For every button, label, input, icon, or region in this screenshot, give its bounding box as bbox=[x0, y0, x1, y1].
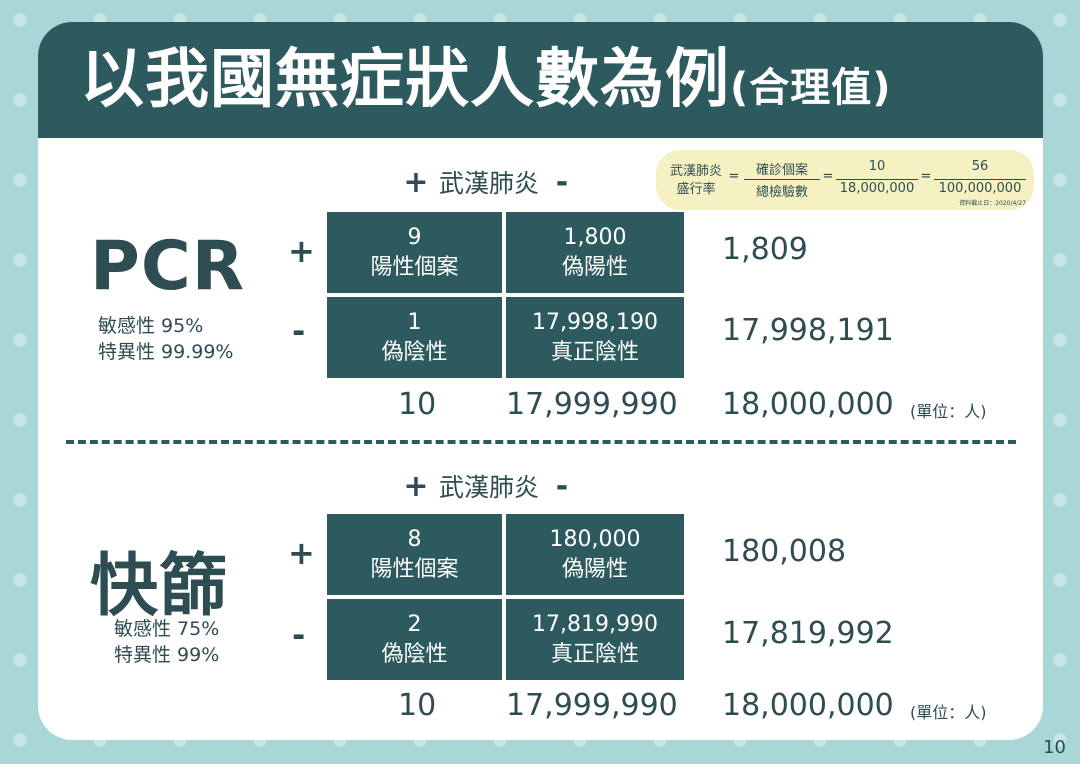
cell-label: 偽陽性 bbox=[561, 556, 628, 582]
pcr-cell-true-negative: 17,998,190 真正陰性 bbox=[506, 297, 684, 378]
col-plus-sign: + bbox=[403, 469, 429, 504]
prevalence-formula: 武漢肺炎 盛行率 = 確診個案 總檢驗數 = 10 18,000,000 = 5… bbox=[656, 150, 1034, 210]
rapid-row-total-positive: 180,008 bbox=[722, 534, 847, 569]
equals-sign-2: = bbox=[822, 169, 834, 184]
fraction1-denominator: 18,000,000 bbox=[839, 181, 915, 196]
pcr-cell-false-positive: 1,800 偽陽性 bbox=[506, 212, 684, 293]
section-label-rapid: 快篩 bbox=[90, 547, 229, 626]
rapid-cell-false-positive: 180,000 偽陽性 bbox=[506, 514, 684, 595]
title-main: 以我國無症狀人數為例 bbox=[80, 43, 730, 117]
prevalence-label-line2: 盛行率 bbox=[676, 182, 716, 197]
cell-label: 陽性個案 bbox=[370, 556, 459, 582]
total-tests-denominator: 總檢驗數 bbox=[755, 185, 808, 200]
fraction2-numerator: 56 bbox=[971, 159, 989, 174]
pcr-sensitivity: 敏感性 95% bbox=[98, 315, 204, 337]
pcr-row-total-negative: 17,998,191 bbox=[722, 313, 894, 348]
pcr-cell-true-positive: 9 陽性個案 bbox=[327, 212, 502, 293]
section-label-pcr: PCR bbox=[90, 227, 246, 306]
rapid-row-plus-sign: + bbox=[288, 534, 315, 572]
rapid-cell-true-positive: 8 陽性個案 bbox=[327, 514, 502, 595]
pcr-unit-label: (單位：人) bbox=[910, 402, 987, 421]
col-minus-sign: - bbox=[555, 165, 569, 200]
fraction-line-3 bbox=[934, 179, 1026, 180]
pcr-row-minus-sign: - bbox=[292, 312, 306, 350]
cell-label: 偽陽性 bbox=[561, 254, 628, 280]
data-cutoff-note: 資料截止日：2020/4/27 bbox=[959, 200, 1026, 207]
pcr-grand-total: 18,000,000 bbox=[722, 387, 894, 422]
col-minus-sign: - bbox=[555, 469, 569, 504]
prevalence-label-line1: 武漢肺炎 bbox=[669, 164, 722, 179]
cell-label: 陽性個案 bbox=[370, 254, 459, 280]
cell-value: 17,819,990 bbox=[532, 611, 658, 637]
title-sub: (合理值) bbox=[730, 65, 892, 111]
cell-value: 2 bbox=[407, 611, 422, 637]
fraction1-numerator: 10 bbox=[868, 159, 886, 174]
cell-value: 9 bbox=[407, 224, 422, 250]
equals-sign-3: = bbox=[920, 169, 932, 184]
rapid-specificity: 特異性 99% bbox=[114, 644, 220, 666]
equals-sign-1: = bbox=[728, 169, 740, 184]
page-number: 10 bbox=[1043, 737, 1066, 758]
section-divider bbox=[66, 440, 1016, 444]
pcr-row-plus-sign: + bbox=[288, 232, 315, 270]
pcr-col-total-positive: 10 bbox=[398, 387, 437, 422]
rapid-cell-false-negative: 2 偽陰性 bbox=[327, 599, 502, 680]
column-header-pcr: + 武漢肺炎 - bbox=[401, 164, 577, 200]
column-header-rapid: + 武漢肺炎 - bbox=[401, 468, 577, 504]
col-header-label: 武漢肺炎 bbox=[438, 473, 539, 502]
cell-value: 1,800 bbox=[563, 224, 627, 250]
rapid-cell-true-negative: 17,819,990 真正陰性 bbox=[506, 599, 684, 680]
pcr-col-total-negative: 17,999,990 bbox=[506, 387, 678, 422]
rapid-row-total-negative: 17,819,992 bbox=[722, 616, 894, 651]
rapid-row-minus-sign: - bbox=[292, 616, 306, 654]
slide-card: 以我國無症狀人數為例(合理值) 武漢肺炎 盛行率 = 確診個案 總檢驗數 = 1… bbox=[38, 22, 1043, 740]
col-plus-sign: + bbox=[403, 165, 429, 200]
cell-label: 真正陰性 bbox=[550, 641, 639, 667]
rapid-col-total-negative: 17,999,990 bbox=[506, 688, 678, 723]
rapid-unit-label: (單位：人) bbox=[910, 703, 987, 722]
cell-value: 17,998,190 bbox=[532, 309, 658, 335]
cell-label: 真正陰性 bbox=[550, 339, 639, 365]
slide-title: 以我國無症狀人數為例(合理值) bbox=[80, 40, 892, 120]
pcr-row-total-positive: 1,809 bbox=[722, 232, 808, 267]
cell-value: 1 bbox=[407, 309, 422, 335]
cell-label: 偽陰性 bbox=[381, 641, 448, 667]
cell-value: 8 bbox=[407, 526, 422, 552]
rapid-grand-total: 18,000,000 bbox=[722, 688, 894, 723]
confirmed-cases-numerator: 確診個案 bbox=[755, 163, 808, 178]
pcr-cell-false-negative: 1 偽陰性 bbox=[327, 297, 502, 378]
fraction2-denominator: 100,000,000 bbox=[938, 181, 1022, 196]
fraction-line-2 bbox=[836, 179, 918, 180]
pcr-specificity: 特異性 99.99% bbox=[98, 341, 234, 363]
rapid-sensitivity: 敏感性 75% bbox=[114, 618, 220, 640]
fraction-line-1 bbox=[744, 179, 820, 180]
title-bar: 以我國無症狀人數為例(合理值) bbox=[38, 22, 1043, 138]
rapid-col-total-positive: 10 bbox=[398, 688, 437, 723]
cell-label: 偽陰性 bbox=[381, 339, 448, 365]
col-header-label: 武漢肺炎 bbox=[438, 169, 539, 198]
cell-value: 180,000 bbox=[549, 526, 641, 552]
